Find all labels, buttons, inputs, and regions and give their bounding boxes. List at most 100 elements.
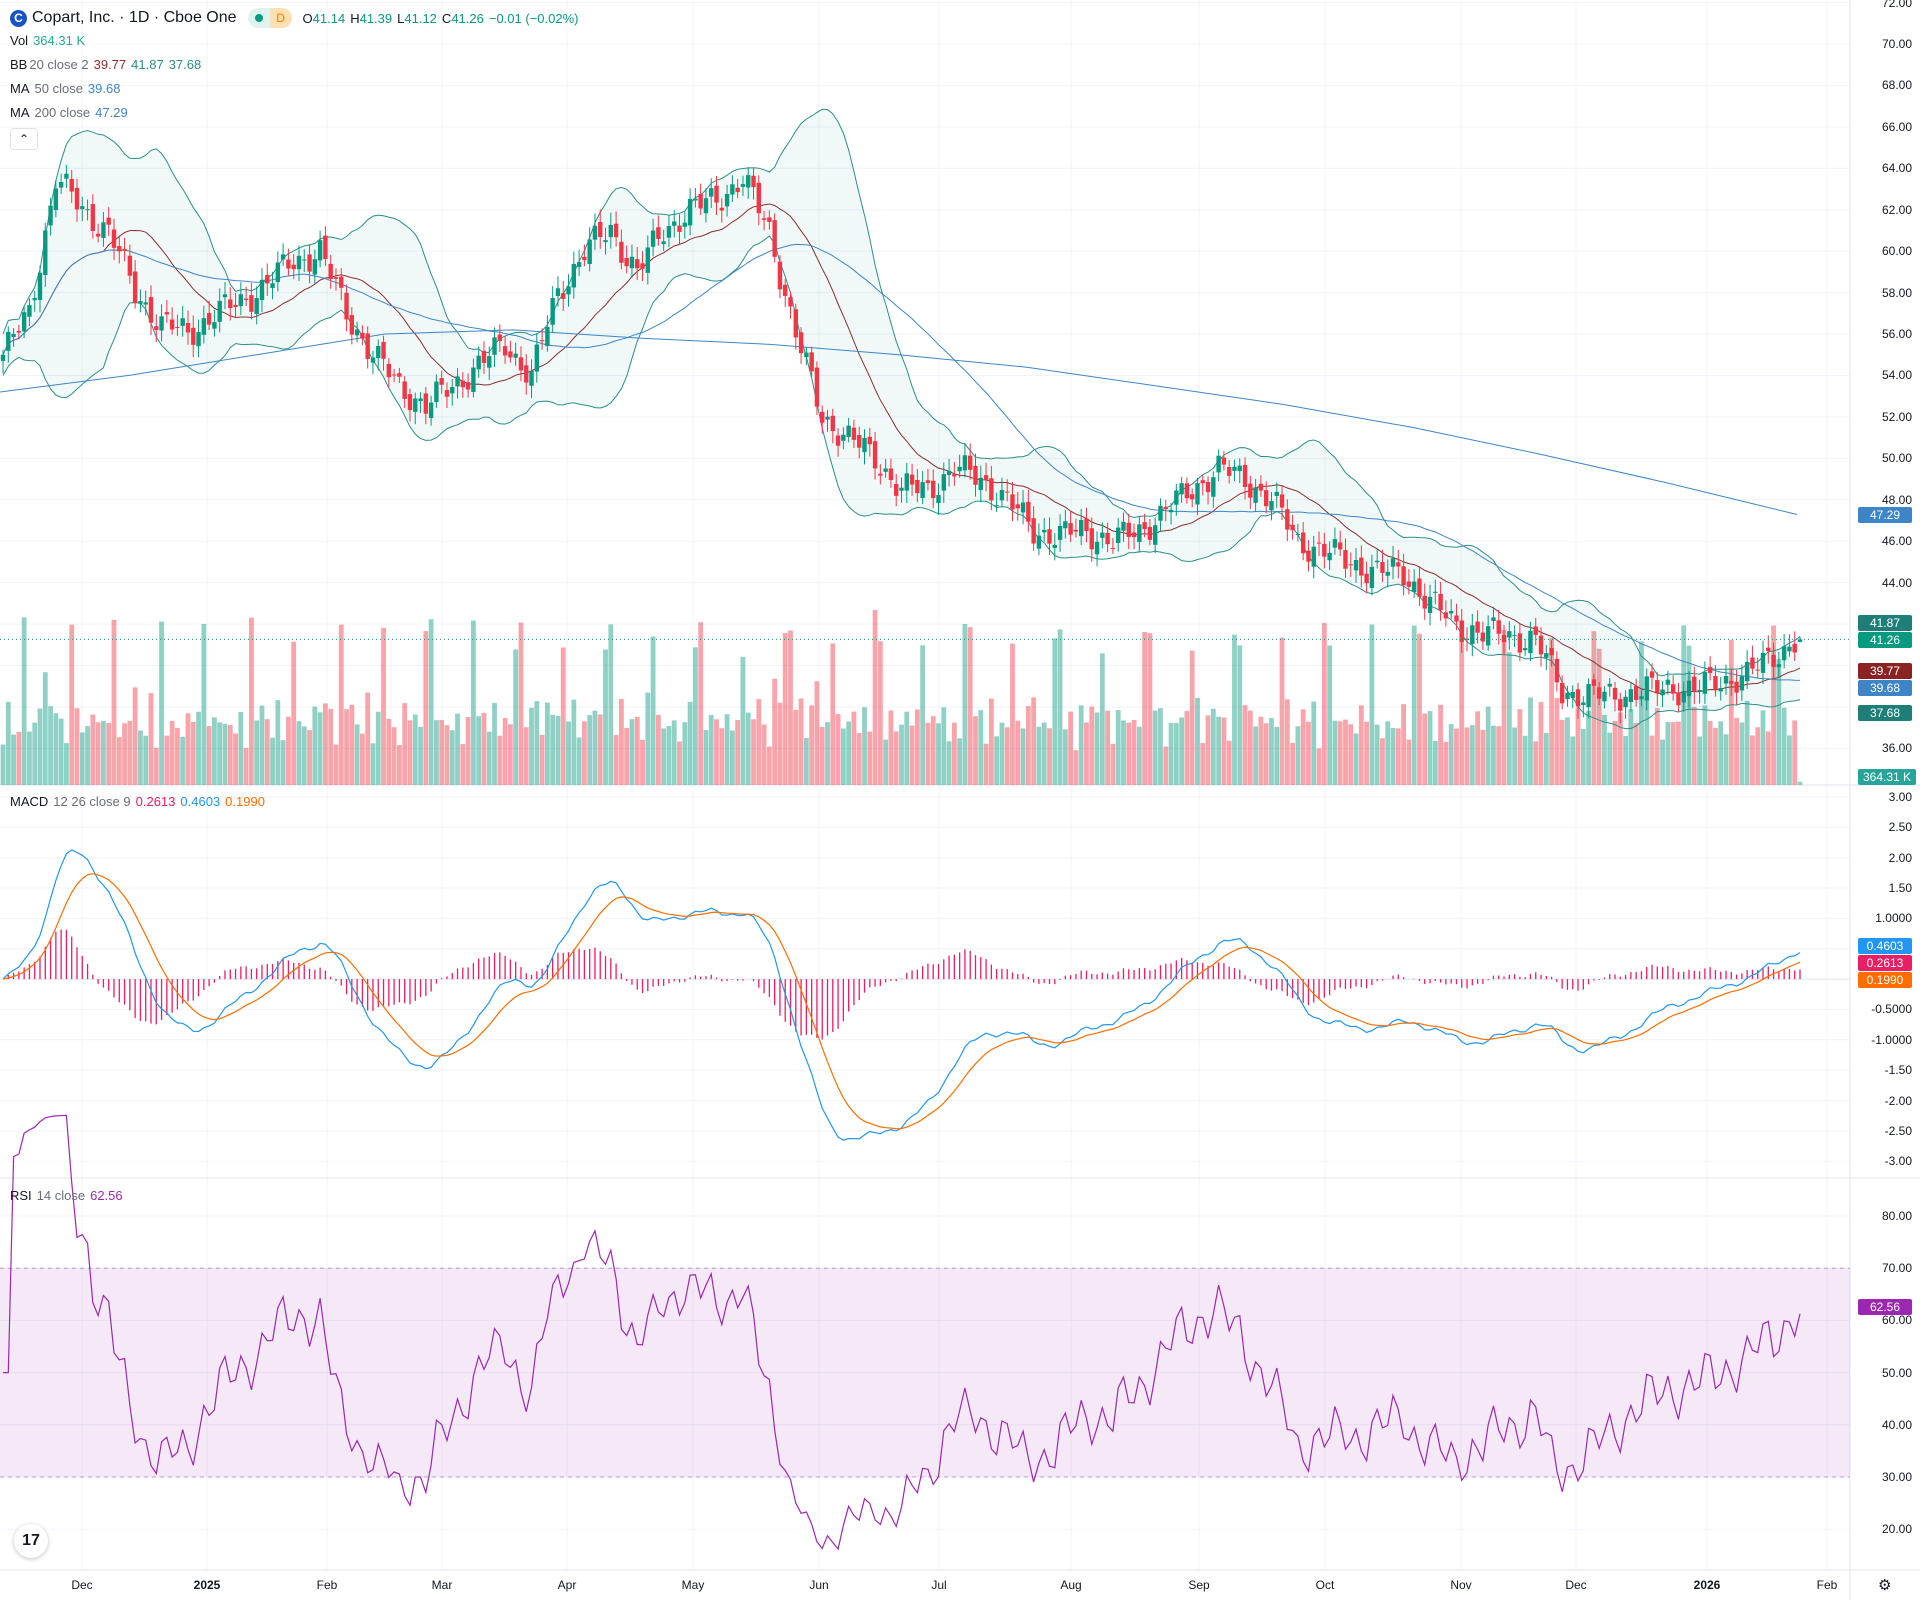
candle bbox=[1581, 702, 1586, 705]
volume-bar bbox=[169, 720, 175, 785]
volume-bar bbox=[1411, 625, 1417, 785]
volume-bar bbox=[1369, 624, 1375, 785]
ma200-legend[interactable]: MA 200 close 47.29 bbox=[10, 105, 128, 120]
candle bbox=[1274, 491, 1279, 496]
volume-bar bbox=[1417, 633, 1422, 785]
price-axis-label: 54.00 bbox=[1881, 368, 1912, 383]
candle bbox=[69, 178, 74, 192]
volume-bar bbox=[1295, 726, 1301, 785]
volume-bar bbox=[391, 727, 397, 785]
candle bbox=[43, 230, 48, 276]
volume-bar bbox=[1189, 650, 1195, 785]
macd-signal-value: 0.1990 bbox=[225, 794, 265, 809]
settings-gear-icon[interactable]: ⚙ bbox=[1878, 1577, 1892, 1594]
candle bbox=[767, 217, 772, 222]
volume-bar bbox=[1422, 713, 1428, 785]
volume-bar bbox=[418, 726, 423, 785]
candle bbox=[1327, 552, 1332, 561]
volume-bar bbox=[1004, 727, 1010, 785]
volume-bar bbox=[1195, 697, 1200, 785]
candle bbox=[476, 355, 481, 370]
volume-bar bbox=[1300, 709, 1306, 785]
candle bbox=[1084, 518, 1089, 532]
volume-bar bbox=[872, 610, 878, 785]
low-label: L bbox=[397, 10, 405, 26]
candle bbox=[1459, 620, 1464, 642]
candle bbox=[106, 217, 111, 225]
volume-bar bbox=[544, 702, 550, 785]
macd-axis-label: -0.5000 bbox=[1871, 1002, 1912, 1017]
price-axis-label: 50.00 bbox=[1881, 451, 1912, 466]
candle bbox=[1681, 691, 1686, 703]
volume-bar bbox=[1649, 735, 1655, 785]
volume-bar bbox=[576, 737, 582, 785]
volume-legend[interactable]: Vol 364.31 K bbox=[10, 33, 85, 48]
time-axis-label: Jul bbox=[931, 1578, 947, 1592]
candle bbox=[1306, 550, 1311, 562]
volume-bar bbox=[1274, 726, 1280, 785]
candle bbox=[883, 468, 888, 472]
volume-bar bbox=[291, 641, 297, 785]
candle bbox=[1660, 689, 1665, 696]
volume-bar bbox=[270, 737, 275, 785]
candle bbox=[328, 263, 333, 280]
volume-bar bbox=[851, 711, 857, 785]
volume-bar bbox=[360, 733, 365, 785]
time-axis-label: May bbox=[681, 1578, 705, 1592]
macd-signal-line bbox=[2, 873, 1801, 1130]
volume-bar bbox=[365, 692, 371, 785]
candle bbox=[524, 365, 529, 383]
bb-legend[interactable]: BB 20 close 2 39.77 41.87 37.68 bbox=[10, 57, 201, 72]
collapse-legend-button[interactable]: ⌃ bbox=[10, 128, 38, 150]
candle bbox=[857, 435, 862, 448]
tradingview-logo[interactable]: 17 bbox=[14, 1524, 48, 1558]
candle bbox=[941, 474, 946, 491]
candle bbox=[1734, 681, 1739, 693]
rsi-axis-label: 40.00 bbox=[1881, 1417, 1912, 1432]
volume-bar bbox=[1781, 707, 1787, 785]
volume-bar bbox=[698, 622, 704, 785]
candle bbox=[127, 255, 133, 276]
candle bbox=[312, 259, 318, 275]
candle bbox=[1005, 491, 1010, 493]
symbol-title[interactable]: Copart, Inc. · 1D · Cboe One bbox=[32, 9, 237, 26]
volume-bar bbox=[655, 714, 661, 785]
candle bbox=[376, 345, 381, 359]
volume-bar bbox=[529, 707, 534, 785]
price-axis-label: 36.00 bbox=[1881, 741, 1912, 756]
ma50-legend[interactable]: MA 50 close 39.68 bbox=[10, 81, 120, 96]
rsi-line bbox=[3, 1114, 1801, 1551]
volume-bar bbox=[116, 737, 122, 785]
volume-bar bbox=[1469, 725, 1475, 785]
candle bbox=[402, 381, 407, 399]
market-status-badge[interactable]: D bbox=[247, 8, 292, 28]
macd-legend[interactable]: MACD 12 26 close 9 0.2613 0.4603 0.1990 bbox=[10, 794, 265, 809]
candle bbox=[1285, 509, 1290, 530]
time-axis-label: 2025 bbox=[193, 1578, 221, 1592]
volume-bar bbox=[581, 721, 587, 785]
candle bbox=[465, 382, 471, 390]
volume-bar bbox=[323, 703, 328, 785]
volume-bar bbox=[1506, 652, 1512, 785]
volume-bar bbox=[1432, 740, 1438, 785]
volume-bar bbox=[1232, 634, 1237, 785]
candle bbox=[317, 240, 323, 261]
macd-axis-label: -1.50 bbox=[1884, 1063, 1912, 1078]
candle bbox=[957, 466, 962, 472]
candle bbox=[1026, 501, 1031, 522]
volume-bar bbox=[1559, 719, 1565, 785]
candle bbox=[1279, 494, 1285, 508]
candle bbox=[1655, 680, 1660, 694]
bb-lower-tag: 37.68 bbox=[1858, 705, 1912, 721]
volume-bar bbox=[618, 699, 624, 785]
ma50-value: 39.68 bbox=[87, 81, 121, 96]
candle bbox=[1771, 654, 1776, 667]
volume-bar bbox=[888, 710, 894, 785]
volume-bar bbox=[1580, 728, 1586, 785]
volume-bar bbox=[349, 704, 355, 785]
candle bbox=[1300, 532, 1306, 554]
volume-bar bbox=[560, 647, 566, 785]
rsi-legend[interactable]: RSI 14 close 62.56 bbox=[10, 1188, 123, 1203]
candle bbox=[672, 221, 677, 226]
